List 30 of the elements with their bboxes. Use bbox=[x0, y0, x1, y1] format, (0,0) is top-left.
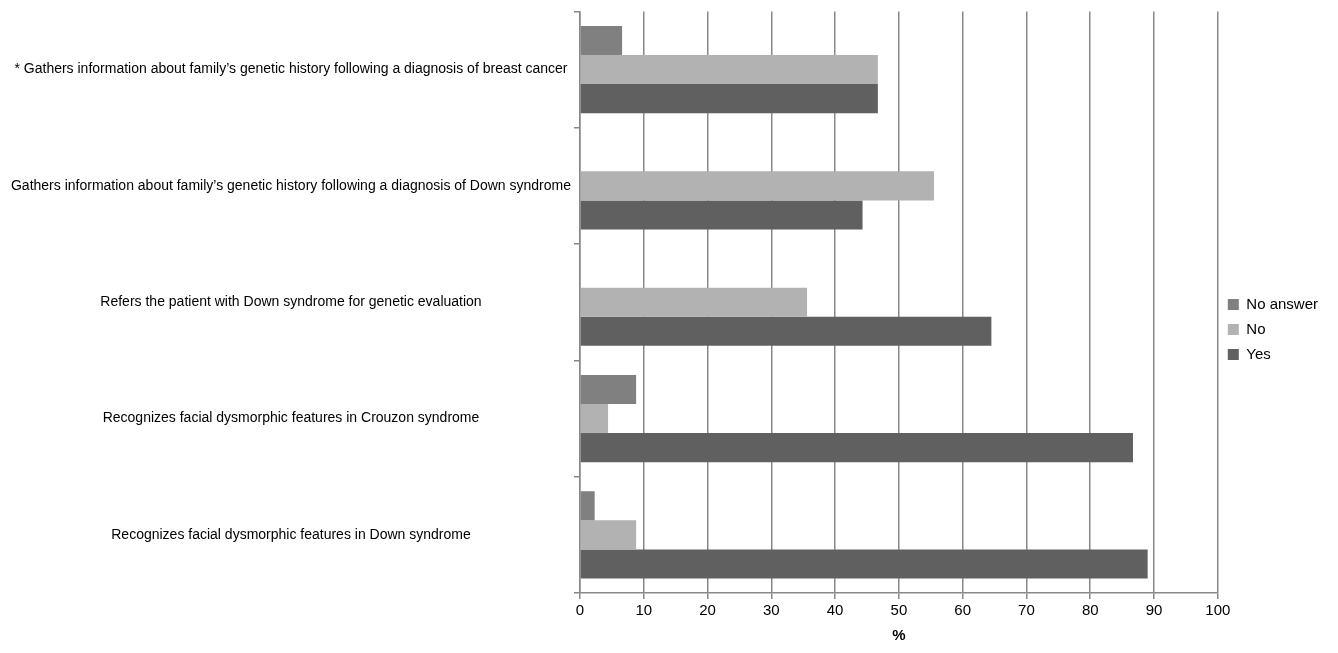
bar bbox=[580, 520, 637, 550]
legend-label: No bbox=[1246, 319, 1266, 337]
x-tick-label: 30 bbox=[763, 601, 780, 619]
x-tick-label: 40 bbox=[826, 601, 844, 619]
bar bbox=[580, 171, 934, 201]
legend-label: No answer bbox=[1246, 294, 1319, 312]
x-tick-label: 100 bbox=[1205, 601, 1231, 619]
x-tick-label: 10 bbox=[635, 601, 653, 619]
x-tick-label: 20 bbox=[699, 601, 716, 619]
bar bbox=[580, 403, 609, 434]
x-tick-label: 70 bbox=[1018, 601, 1035, 619]
x-axis-title: % bbox=[892, 626, 906, 644]
x-tick-label: 0 bbox=[575, 601, 585, 619]
x-tick-label: 50 bbox=[890, 601, 908, 619]
x-tick-label: 60 bbox=[954, 601, 972, 619]
bar bbox=[580, 433, 1133, 463]
bar bbox=[580, 316, 992, 346]
y-tick-label: Refers the patient with Down syndrome for genetic evaluation bbox=[100, 293, 482, 310]
x-tick-label: 90 bbox=[1145, 601, 1163, 619]
y-tick-label: Recognizes facial dysmorphic features in Crouzon syndrome bbox=[102, 409, 480, 426]
y-tick-label: * Gathers information about family’s genetic history following a diagnosis of breast cancer bbox=[14, 60, 568, 77]
x-tick-label: 80 bbox=[1081, 601, 1099, 619]
y-tick-label: Recognizes facial dysmorphic features in Down syndrome bbox=[111, 525, 471, 542]
bar bbox=[580, 200, 863, 230]
bar bbox=[580, 287, 808, 317]
legend-label: Yes bbox=[1246, 344, 1271, 362]
bar bbox=[580, 549, 1148, 579]
bar bbox=[580, 55, 878, 85]
y-tick-label: Gathers information about family’s genetic history following a diagnosis of Down syndrome bbox=[10, 176, 572, 193]
bar bbox=[580, 84, 878, 114]
